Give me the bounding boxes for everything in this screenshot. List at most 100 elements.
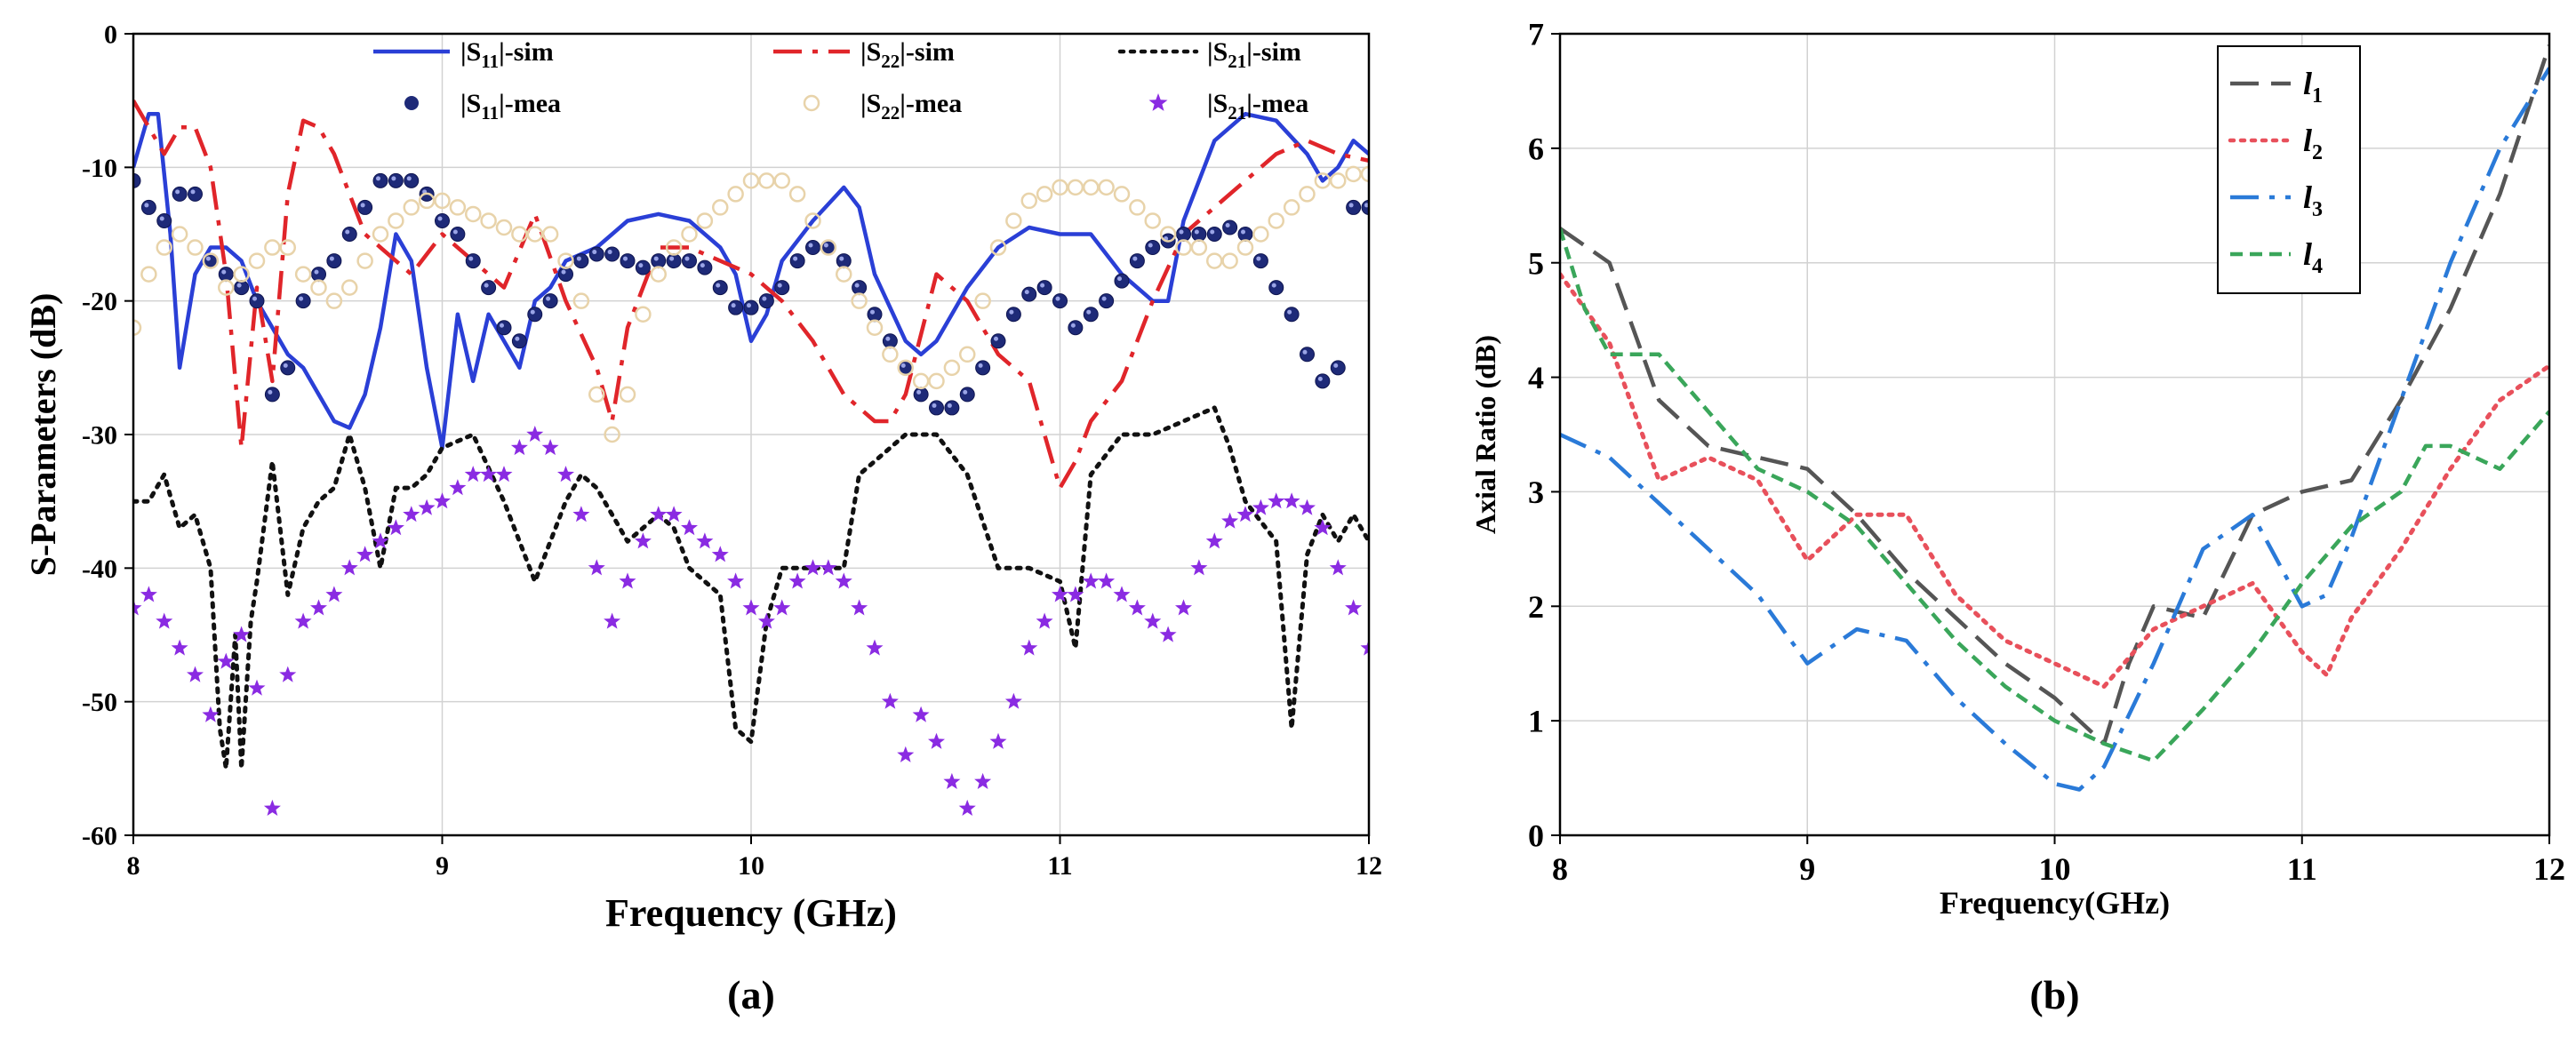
data-point [1283, 492, 1300, 509]
data-point [248, 679, 266, 696]
data-point [372, 226, 389, 243]
data-point [712, 199, 729, 216]
data-point [310, 599, 327, 616]
data-point [1299, 186, 1316, 203]
data-point [388, 212, 404, 229]
data-point-highlight [159, 216, 164, 221]
y-tick-label: -40 [82, 554, 117, 584]
data-point [773, 172, 790, 189]
legend-subscript: 22 [881, 51, 900, 72]
data-point-highlight [1179, 229, 1184, 235]
data-point [1082, 572, 1100, 589]
data-point [233, 626, 251, 642]
legend-item-l2: l2 [2228, 123, 2323, 164]
data-point [588, 246, 604, 262]
data-point [341, 279, 358, 296]
data-point-highlight [747, 303, 751, 308]
data-point-highlight [1210, 229, 1215, 235]
data-point [1283, 199, 1300, 216]
data-point-highlight [700, 263, 705, 268]
data-point-highlight [592, 250, 597, 255]
data-point-highlight [823, 243, 828, 248]
data-point-highlight [994, 336, 998, 341]
data-point [403, 506, 420, 522]
data-point [1346, 199, 1362, 215]
data-point [527, 307, 543, 323]
legend-item-l3: l3 [2230, 179, 2323, 221]
x-tick-label: 9 [436, 851, 449, 881]
data-point [557, 252, 574, 269]
data-point [1329, 559, 1347, 576]
data-point [357, 199, 373, 215]
data-point-highlight [283, 363, 288, 368]
data-point [172, 186, 188, 202]
data-point [1360, 639, 1369, 656]
data-point-highlight [684, 256, 690, 261]
data-point [835, 572, 852, 589]
data-point-highlight [1009, 309, 1014, 315]
data-point [1020, 639, 1038, 656]
data-point [1036, 612, 1053, 629]
data-point [742, 599, 760, 616]
data-point [1190, 559, 1208, 576]
data-point [387, 519, 404, 536]
legend-text: l [2303, 236, 2312, 272]
data-point [403, 199, 420, 216]
legend-box [2217, 45, 2361, 294]
legend-marker [404, 96, 419, 110]
data-point [1299, 499, 1316, 515]
plot-area [133, 100, 1369, 816]
data-point [1005, 307, 1021, 323]
data-point [573, 253, 589, 269]
series-S11-mea [133, 172, 1369, 416]
data-point [682, 253, 697, 269]
data-point-highlight [268, 389, 273, 395]
data-point [1268, 212, 1284, 229]
x-tick-label: 8 [1552, 851, 1568, 887]
data-point-highlight [978, 363, 983, 368]
data-point [418, 192, 436, 210]
data-point [696, 212, 714, 229]
panel-label: (b) [2029, 972, 2079, 1017]
data-point [958, 799, 976, 816]
data-point [681, 226, 698, 243]
data-point [1113, 586, 1131, 602]
data-point [496, 320, 512, 336]
data-point [188, 186, 203, 202]
data-point [264, 387, 280, 403]
data-point-highlight [870, 309, 875, 315]
data-point [913, 387, 929, 403]
data-point-highlight [638, 263, 644, 268]
data-point [279, 666, 297, 682]
data-point [279, 239, 296, 256]
data-point [804, 559, 821, 576]
data-point [1114, 273, 1130, 289]
data-point [1036, 280, 1052, 296]
data-point [974, 772, 992, 789]
data-point [604, 246, 620, 262]
data-point [928, 732, 945, 749]
data-point [851, 292, 868, 309]
data-point [1098, 179, 1115, 196]
legend-text: |S [860, 37, 881, 67]
data-point-highlight [731, 303, 736, 308]
legend-text: |S [460, 37, 481, 67]
y-tick-label: 5 [1528, 245, 1544, 281]
data-point [1300, 347, 1315, 363]
data-point-highlight [1194, 229, 1199, 235]
legend-text: l [2303, 123, 2312, 158]
data-point-highlight [839, 256, 844, 261]
data-point [280, 360, 296, 376]
data-point [264, 239, 281, 256]
data-point [202, 706, 220, 722]
data-point [820, 559, 837, 576]
data-point [511, 333, 527, 349]
y-axis-label: S-Parameters (dB) [23, 293, 63, 577]
y-tick-label: -20 [82, 287, 117, 316]
data-point [620, 253, 636, 269]
data-point [372, 532, 389, 549]
data-point [1206, 227, 1222, 242]
data-point [541, 226, 559, 243]
legend-label: l1 [2303, 66, 2323, 108]
